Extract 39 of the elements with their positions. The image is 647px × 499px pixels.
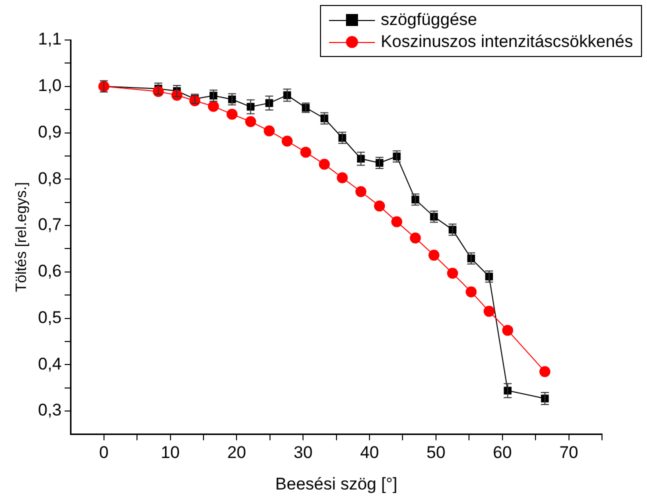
point bbox=[282, 136, 293, 147]
legend-label: szögfüggése bbox=[380, 9, 478, 31]
x-tick-label: 60 bbox=[492, 443, 512, 462]
point bbox=[466, 286, 477, 298]
y-tick-label: 0,8 bbox=[38, 168, 62, 188]
y-tick-label: 0,5 bbox=[38, 308, 62, 327]
point bbox=[410, 232, 421, 244]
legend-label: Koszinuszos intenzitáscsökkenés bbox=[380, 31, 633, 53]
point bbox=[336, 172, 348, 184]
point bbox=[355, 186, 366, 198]
y-tick-label: 0,7 bbox=[38, 215, 62, 234]
y-tick-label: 0,9 bbox=[38, 122, 62, 142]
y-tick-label: 0,4 bbox=[38, 354, 62, 374]
y-axis-title: Töltés [rel.egys.] bbox=[13, 182, 30, 292]
x-tick-label: 30 bbox=[294, 443, 313, 462]
x-tick-label: 40 bbox=[360, 443, 379, 462]
x-tick-label: 10 bbox=[160, 443, 180, 462]
point bbox=[539, 366, 550, 378]
point bbox=[226, 108, 238, 120]
point bbox=[502, 324, 514, 336]
point bbox=[245, 116, 256, 128]
y-tick-label: 1,0 bbox=[38, 76, 62, 96]
point bbox=[447, 268, 458, 279]
x-tick-label: 20 bbox=[227, 443, 246, 462]
point bbox=[374, 200, 385, 212]
x-tick-label: 0 bbox=[99, 443, 109, 462]
point bbox=[208, 100, 219, 112]
x-axis-title: Beesési szög [°] bbox=[275, 474, 398, 494]
y-tick-label: 0,3 bbox=[38, 400, 62, 420]
y-tick-label: 0,6 bbox=[38, 262, 62, 281]
point bbox=[484, 306, 495, 317]
y-tick-label: 1,1 bbox=[38, 30, 62, 49]
point bbox=[300, 146, 312, 158]
point bbox=[318, 158, 330, 170]
point bbox=[264, 125, 275, 136]
x-tick-label: 70 bbox=[559, 443, 578, 462]
point bbox=[428, 250, 440, 261]
x-tick-label: 50 bbox=[426, 443, 446, 462]
point bbox=[391, 216, 402, 228]
